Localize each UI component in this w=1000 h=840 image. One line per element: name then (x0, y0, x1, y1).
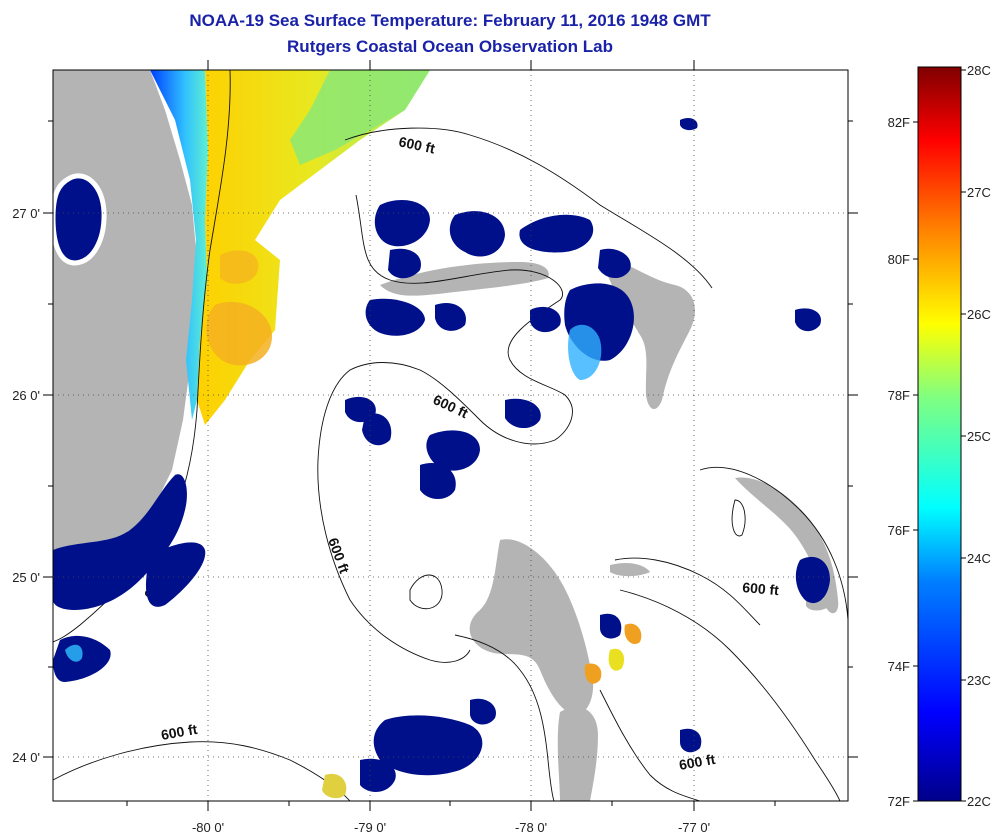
lat-label: 25 0' (12, 570, 40, 585)
contour-label: 600 ft (742, 579, 780, 598)
colorbar-fahrenheit-label: 78F (888, 388, 910, 403)
contour-label: 600 ft (678, 751, 717, 773)
lat-label: 24 0' (12, 750, 40, 765)
colorbar-celsius-label: 27C (967, 185, 991, 200)
graticule (53, 70, 848, 801)
colorbar-celsius-label: 25C (967, 429, 991, 444)
contour-label: 600 ft (160, 721, 199, 743)
axis-ticks (43, 60, 858, 811)
colorbar-fahrenheit-label: 76F (888, 523, 910, 538)
map-subtitle: Rutgers Coastal Ocean Observation Lab (287, 37, 613, 56)
lon-label: -77 0' (678, 820, 710, 835)
lon-label: -78 0' (515, 820, 547, 835)
lat-label: 27 0' (12, 206, 40, 221)
map-area: 600 ft 600 ft 600 ft 600 ft 600 ft 600 f… (53, 70, 848, 801)
gulf-stream-orange (206, 301, 273, 366)
andros-south (557, 706, 598, 801)
lake-okeechobee (53, 173, 107, 266)
cold-water-patches (53, 117, 830, 792)
contour-label: 600 ft (397, 133, 436, 156)
colorbar-celsius-label: 26C (967, 307, 991, 322)
colorbar-celsius-label: 24C (967, 551, 991, 566)
bathymetry-contours (53, 70, 848, 801)
lat-label: 26 0' (12, 388, 40, 403)
lon-label: -80 0' (192, 820, 224, 835)
nearshore-cool-strip (150, 70, 208, 420)
colorbar-fahrenheit-label: 74F (888, 659, 910, 674)
lon-label: -79 0' (354, 820, 386, 835)
colorbar-celsius-label: 28C (967, 63, 991, 78)
colorbar-fahrenheit-label: 80F (888, 252, 910, 267)
temperature-colorbar: 28C 27C 26C 25C 24C 23C 22C 82F 80F 78F … (888, 63, 991, 809)
map-title: NOAA-19 Sea Surface Temperature: Februar… (189, 11, 711, 30)
colorbar-celsius-label: 22C (967, 794, 991, 809)
colorbar-celsius-label: 23C (967, 673, 991, 688)
andros-island (469, 539, 594, 715)
colorbar-fahrenheit-label: 82F (888, 115, 910, 130)
colorbar-fahrenheit-label: 72F (888, 794, 910, 809)
eleuthera-island (735, 477, 839, 614)
